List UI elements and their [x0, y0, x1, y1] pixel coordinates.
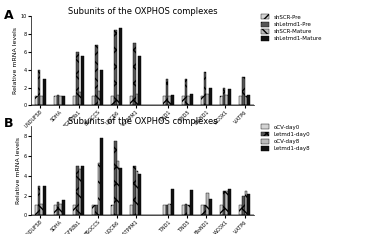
Bar: [38, 70, 40, 105]
Bar: [100, 138, 103, 215]
Bar: [226, 95, 228, 105]
Bar: [201, 205, 204, 215]
Bar: [166, 79, 168, 105]
Bar: [204, 72, 206, 105]
Bar: [242, 77, 244, 105]
Text: B: B: [4, 117, 13, 130]
Bar: [79, 92, 81, 105]
Bar: [98, 91, 100, 105]
Legend: shSCR-Pre, shLetmd1-Pre, shSCR-Mature, shLetmd1-Mature: shSCR-Pre, shLetmd1-Pre, shSCR-Mature, s…: [261, 15, 322, 41]
Bar: [43, 186, 46, 215]
Bar: [201, 96, 204, 105]
Bar: [139, 174, 141, 215]
Bar: [95, 205, 98, 215]
Bar: [185, 79, 187, 105]
Bar: [76, 52, 79, 105]
Bar: [35, 96, 38, 105]
Bar: [204, 205, 206, 215]
Bar: [40, 205, 43, 215]
Bar: [190, 94, 192, 105]
Bar: [57, 95, 59, 105]
Bar: [239, 205, 242, 215]
Y-axis label: Relative mRNA levels: Relative mRNA levels: [16, 137, 21, 204]
Bar: [98, 163, 100, 215]
Bar: [206, 193, 209, 215]
Bar: [182, 96, 185, 105]
Bar: [220, 96, 223, 105]
Bar: [73, 96, 76, 105]
Bar: [133, 43, 136, 105]
Bar: [111, 96, 114, 105]
Bar: [40, 95, 43, 105]
Bar: [171, 95, 174, 105]
Bar: [81, 56, 84, 105]
Title: Subunits of the OXPHOS complexes: Subunits of the OXPHOS complexes: [68, 7, 217, 16]
Bar: [111, 205, 114, 215]
Bar: [209, 88, 212, 105]
Bar: [163, 96, 166, 105]
Bar: [223, 88, 226, 105]
Bar: [223, 190, 226, 215]
Title: Subunits of the OXPHOS complexes: Subunits of the OXPHOS complexes: [68, 117, 217, 126]
Bar: [114, 141, 117, 215]
Bar: [119, 28, 122, 105]
Bar: [59, 205, 62, 215]
Bar: [182, 205, 185, 215]
Bar: [168, 205, 171, 215]
Bar: [119, 168, 122, 215]
Bar: [133, 166, 136, 215]
Bar: [247, 95, 250, 105]
Bar: [131, 205, 133, 215]
Bar: [168, 95, 171, 105]
Bar: [139, 56, 141, 105]
Bar: [95, 45, 98, 105]
Text: mtDNA-encoded genes: mtDNA-encoded genes: [178, 152, 235, 157]
Bar: [62, 95, 65, 105]
Bar: [92, 205, 95, 215]
Bar: [163, 205, 166, 215]
Bar: [220, 205, 223, 215]
Bar: [244, 95, 247, 105]
Bar: [166, 205, 168, 215]
Bar: [100, 70, 103, 105]
Bar: [226, 190, 228, 215]
Bar: [38, 186, 40, 215]
Bar: [187, 205, 190, 215]
Bar: [187, 95, 190, 105]
Legend: oCV-day0, Letmd1-day0, oCV-day8, Letmd1-day8: oCV-day0, Letmd1-day0, oCV-day8, Letmd1-…: [261, 124, 310, 151]
Bar: [54, 96, 57, 105]
Bar: [81, 166, 84, 215]
Bar: [59, 95, 62, 105]
Bar: [131, 96, 133, 105]
Text: A: A: [4, 9, 13, 22]
Bar: [117, 95, 119, 105]
Bar: [247, 194, 250, 215]
Bar: [73, 205, 76, 215]
Bar: [209, 199, 212, 215]
Bar: [228, 89, 231, 105]
Y-axis label: Relative mRNA levels: Relative mRNA levels: [13, 27, 18, 94]
Bar: [136, 94, 139, 105]
Bar: [35, 205, 38, 215]
Bar: [190, 190, 192, 215]
Bar: [171, 189, 174, 215]
Bar: [228, 189, 231, 215]
Text: nDNA-encoded genes: nDNA-encoded genes: [62, 152, 114, 157]
Bar: [136, 171, 139, 215]
Bar: [114, 30, 117, 105]
Bar: [185, 205, 187, 215]
Bar: [57, 202, 59, 215]
Bar: [239, 96, 242, 105]
Bar: [92, 96, 95, 105]
Bar: [206, 94, 209, 105]
Bar: [117, 161, 119, 215]
Bar: [242, 196, 244, 215]
Bar: [62, 201, 65, 215]
Bar: [244, 190, 247, 215]
Bar: [76, 166, 79, 215]
Bar: [43, 79, 46, 105]
Bar: [54, 205, 57, 215]
Bar: [79, 169, 81, 215]
